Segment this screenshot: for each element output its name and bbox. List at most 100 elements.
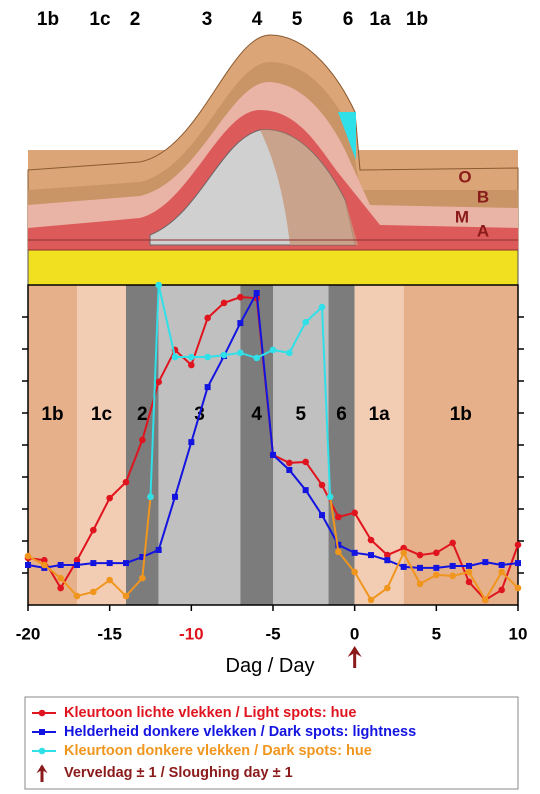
data-point	[433, 571, 440, 579]
x-tick-label: -5	[265, 624, 280, 643]
data-point	[367, 596, 375, 604]
data-point	[57, 562, 64, 568]
data-point	[155, 546, 162, 553]
data-point	[384, 557, 391, 564]
data-point	[139, 574, 146, 582]
stage-band	[158, 285, 241, 605]
data-point	[188, 353, 195, 361]
data-point	[384, 584, 391, 592]
x-label-nl: Dag	[226, 655, 263, 677]
data-point	[90, 526, 97, 534]
legend-label: Helderheid donkere vlekken / Dark spots:…	[64, 724, 416, 740]
band-label: 1a	[369, 404, 391, 425]
stage-label: 6	[343, 9, 354, 30]
data-point	[286, 459, 293, 467]
data-point	[417, 564, 423, 571]
data-point	[335, 541, 342, 548]
data-point	[367, 536, 375, 544]
data-point	[400, 563, 407, 570]
data-point	[123, 560, 129, 567]
layer-label: O	[458, 167, 471, 186]
stage-label: 5	[292, 9, 303, 30]
data-point	[147, 493, 154, 501]
x-label-en: Day	[279, 655, 315, 677]
x-tick-label: -15	[97, 624, 122, 643]
data-point	[449, 572, 456, 580]
x-tick-label: -20	[16, 624, 41, 643]
data-point	[74, 562, 80, 568]
legend-label: Verveldag ± 1 / Sloughing day ± 1	[64, 765, 293, 781]
basal-layer	[27, 249, 519, 286]
data-point	[482, 596, 489, 604]
arrow-head	[347, 646, 362, 657]
data-point	[400, 549, 407, 557]
band-label: 6	[336, 404, 347, 425]
data-point	[90, 588, 97, 596]
data-point	[384, 551, 391, 559]
data-point	[237, 320, 244, 327]
band-label: 1b	[41, 404, 63, 425]
data-point	[188, 361, 195, 369]
cyan-edge	[338, 112, 356, 160]
data-point	[204, 314, 211, 322]
stage-band	[273, 285, 329, 605]
data-point	[433, 549, 440, 557]
data-point	[514, 541, 522, 549]
data-point	[188, 439, 195, 446]
separation-zone	[260, 129, 358, 245]
stage-label: 1c	[89, 9, 111, 30]
data-point	[498, 586, 505, 594]
data-point	[465, 568, 473, 576]
data-point	[286, 466, 293, 473]
data-point	[269, 346, 277, 354]
data-point	[57, 574, 64, 582]
stage-label: 1b	[37, 9, 59, 30]
data-point	[286, 349, 293, 357]
stage-label: 1a	[369, 9, 391, 30]
data-point	[514, 584, 522, 592]
data-point	[38, 709, 46, 717]
stage-label: 3	[202, 9, 213, 30]
layer-label: B	[477, 187, 489, 206]
data-point	[57, 584, 64, 592]
legend-label: Kleurtoon lichte vlekken / Light spots: …	[64, 705, 356, 721]
band-label: 5	[295, 404, 306, 425]
data-point	[498, 568, 505, 576]
data-point	[368, 552, 374, 559]
data-point	[106, 576, 113, 584]
data-point	[220, 299, 228, 307]
stage-band	[403, 285, 518, 605]
layer-label: M	[455, 207, 469, 226]
x-tick-label: 10	[509, 624, 528, 643]
data-point	[122, 592, 130, 600]
stage-band	[28, 285, 77, 605]
stage-label: 2	[130, 9, 141, 30]
data-point	[171, 353, 179, 361]
data-point	[416, 551, 424, 559]
data-point	[204, 353, 211, 361]
x-label-sep: /	[262, 655, 279, 677]
data-point	[38, 747, 46, 755]
band-label: 1b	[450, 404, 472, 425]
data-point	[302, 318, 309, 326]
data-point	[326, 493, 334, 501]
data-point	[73, 556, 81, 564]
data-point	[253, 354, 260, 362]
data-point	[466, 562, 472, 569]
data-point	[465, 578, 473, 586]
data-point	[237, 293, 244, 301]
stage-label: 1b	[406, 9, 428, 30]
data-point	[122, 478, 130, 486]
data-point	[41, 561, 48, 569]
stage-band	[77, 285, 126, 605]
data-point	[106, 494, 113, 502]
skin-illustration	[27, 34, 519, 286]
data-point	[318, 481, 326, 489]
data-point	[416, 580, 424, 588]
data-point	[319, 512, 325, 519]
data-point	[335, 548, 342, 556]
data-point	[106, 560, 113, 567]
data-point	[270, 451, 276, 458]
data-point	[400, 544, 407, 552]
